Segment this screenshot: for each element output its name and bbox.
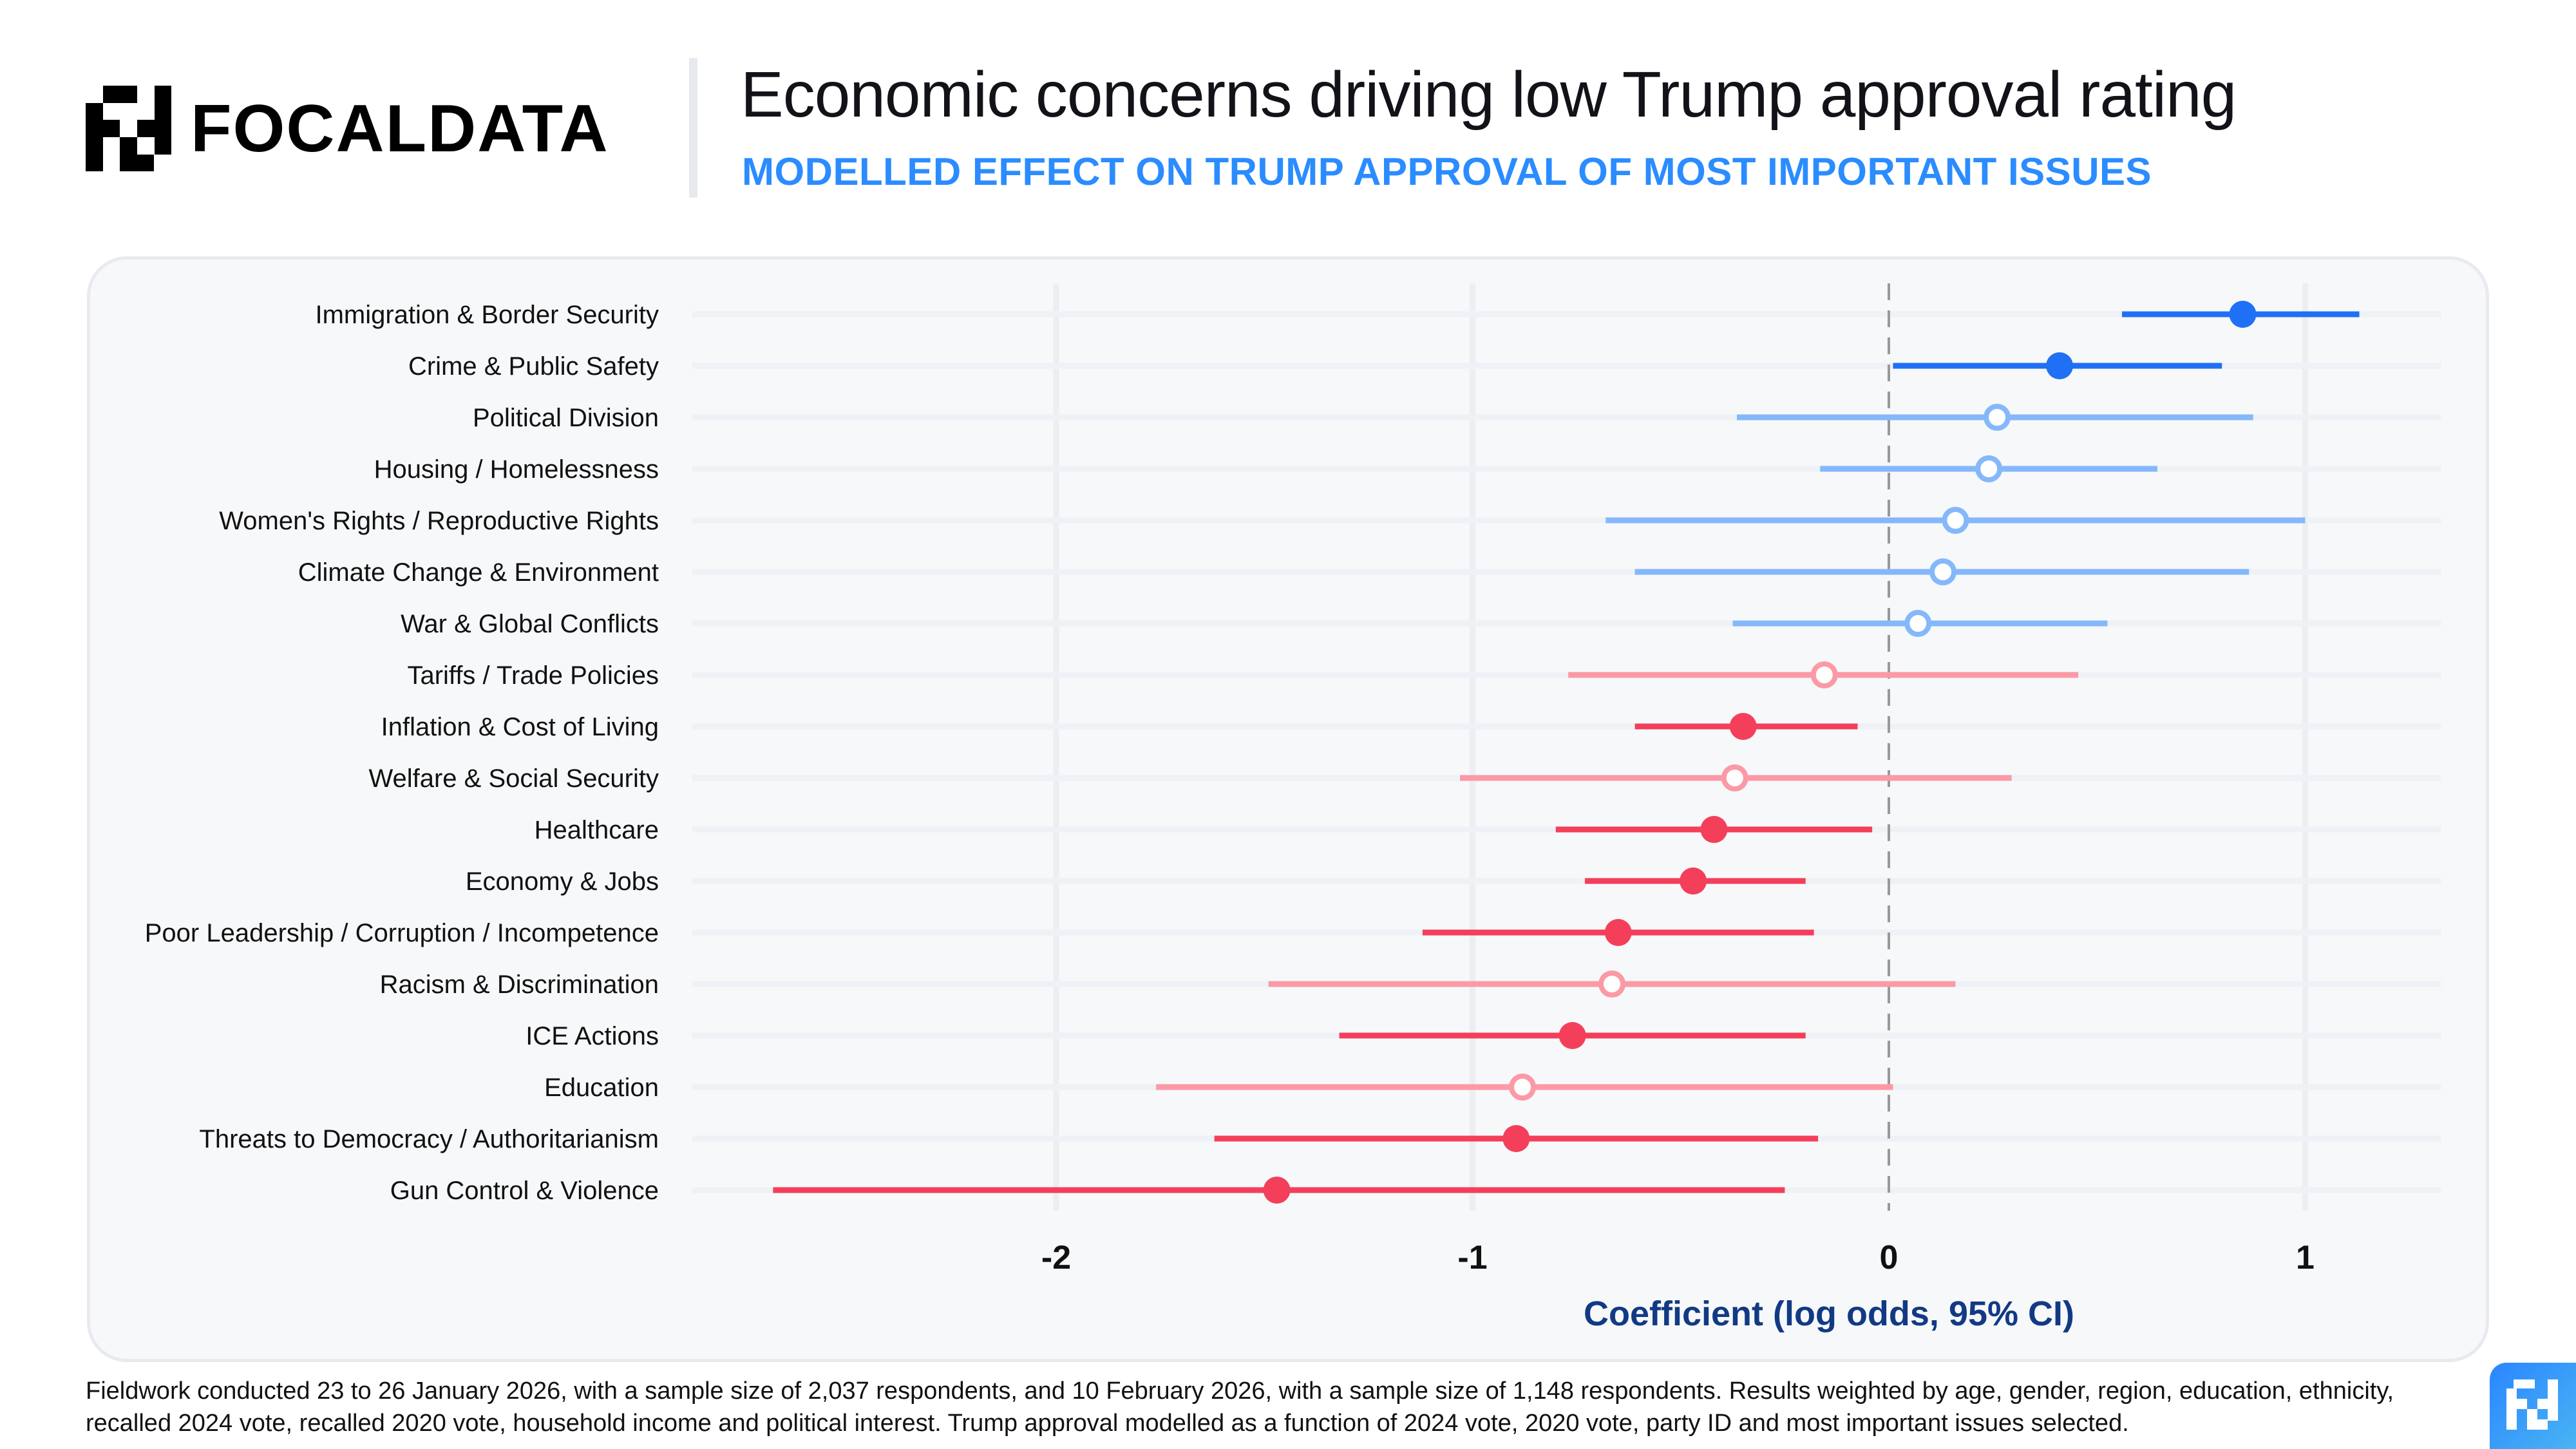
point-estimate-hollow <box>1929 558 1957 585</box>
category-label: Welfare & Social Security <box>368 764 659 793</box>
point-estimate <box>1700 816 1728 843</box>
category-label: Healthcare <box>535 816 659 844</box>
point-estimate <box>1729 713 1757 740</box>
category-label: Housing / Homelessness <box>374 455 659 484</box>
point-estimate <box>2046 352 2074 379</box>
point-estimate-hollow <box>1942 507 1969 534</box>
confidence-intervals <box>773 311 2360 1193</box>
category-label: Women's Rights / Reproductive Rights <box>219 507 659 535</box>
point-estimates <box>1263 301 2257 1204</box>
category-label: Gun Control & Violence <box>390 1177 659 1205</box>
point-estimate-hollow <box>1598 971 1626 998</box>
x-tick-label: 0 <box>1880 1239 1899 1276</box>
category-labels: Immigration & Border Security Crime & Pub… <box>145 301 659 1205</box>
row-bands <box>692 311 2441 1193</box>
point-estimate <box>1263 1177 1291 1204</box>
category-label: Inflation & Cost of Living <box>381 713 659 741</box>
point-estimate-hollow <box>1975 455 2003 482</box>
category-label: Crime & Public Safety <box>408 352 659 381</box>
point-estimate-hollow <box>1721 764 1748 791</box>
footnote: Fieldwork conducted 23 to 26 January 202… <box>86 1378 2394 1437</box>
category-label: ICE Actions <box>526 1022 659 1050</box>
point-estimate-hollow <box>1810 661 1838 688</box>
chart-panel <box>87 256 2489 1362</box>
point-estimate-hollow <box>1984 404 2011 431</box>
point-estimate <box>1502 1125 1530 1152</box>
x-tick-label: 1 <box>2296 1239 2315 1276</box>
point-estimate <box>1558 1022 1586 1049</box>
x-tick-label: -2 <box>1041 1239 1071 1276</box>
point-estimate <box>1604 919 1632 946</box>
category-label: Tariffs / Trade Policies <box>407 661 659 690</box>
category-label: Education <box>544 1074 659 1102</box>
point-estimate-hollow <box>1509 1074 1537 1101</box>
chart-title: Economic concerns driving low Trump appr… <box>741 59 2237 131</box>
category-label: Political Division <box>473 404 659 432</box>
header-divider <box>689 58 697 198</box>
chart-subtitle: MODELLED EFFECT ON TRUMP APPROVAL OF MOS… <box>742 150 2152 193</box>
category-label: Threats to Democracy / Authoritarianism <box>199 1125 659 1153</box>
gridlines <box>1053 283 2308 1211</box>
x-axis-title: Coefficient (log odds, 95% CI) <box>1584 1294 2074 1333</box>
focaldata-badge-icon[interactable] <box>2490 1363 2576 1449</box>
point-estimate-hollow <box>1904 610 1932 637</box>
category-label: Immigration & Border Security <box>315 301 659 329</box>
point-estimate <box>1680 867 1707 895</box>
category-label: Climate Change & Environment <box>298 558 659 587</box>
focaldata-logo-icon <box>86 86 171 171</box>
brand-name: FOCALDATA <box>191 91 609 166</box>
category-label: Poor Leadership / Corruption / Incompete… <box>145 919 659 947</box>
category-label: Economy & Jobs <box>466 867 659 896</box>
x-tick-labels: -2 -1 0 1 <box>1041 1239 2315 1276</box>
category-label: Racism & Discrimination <box>380 971 659 999</box>
point-estimate <box>2229 301 2257 328</box>
category-label: War & Global Conflicts <box>401 610 659 638</box>
x-tick-label: -1 <box>1457 1239 1487 1276</box>
